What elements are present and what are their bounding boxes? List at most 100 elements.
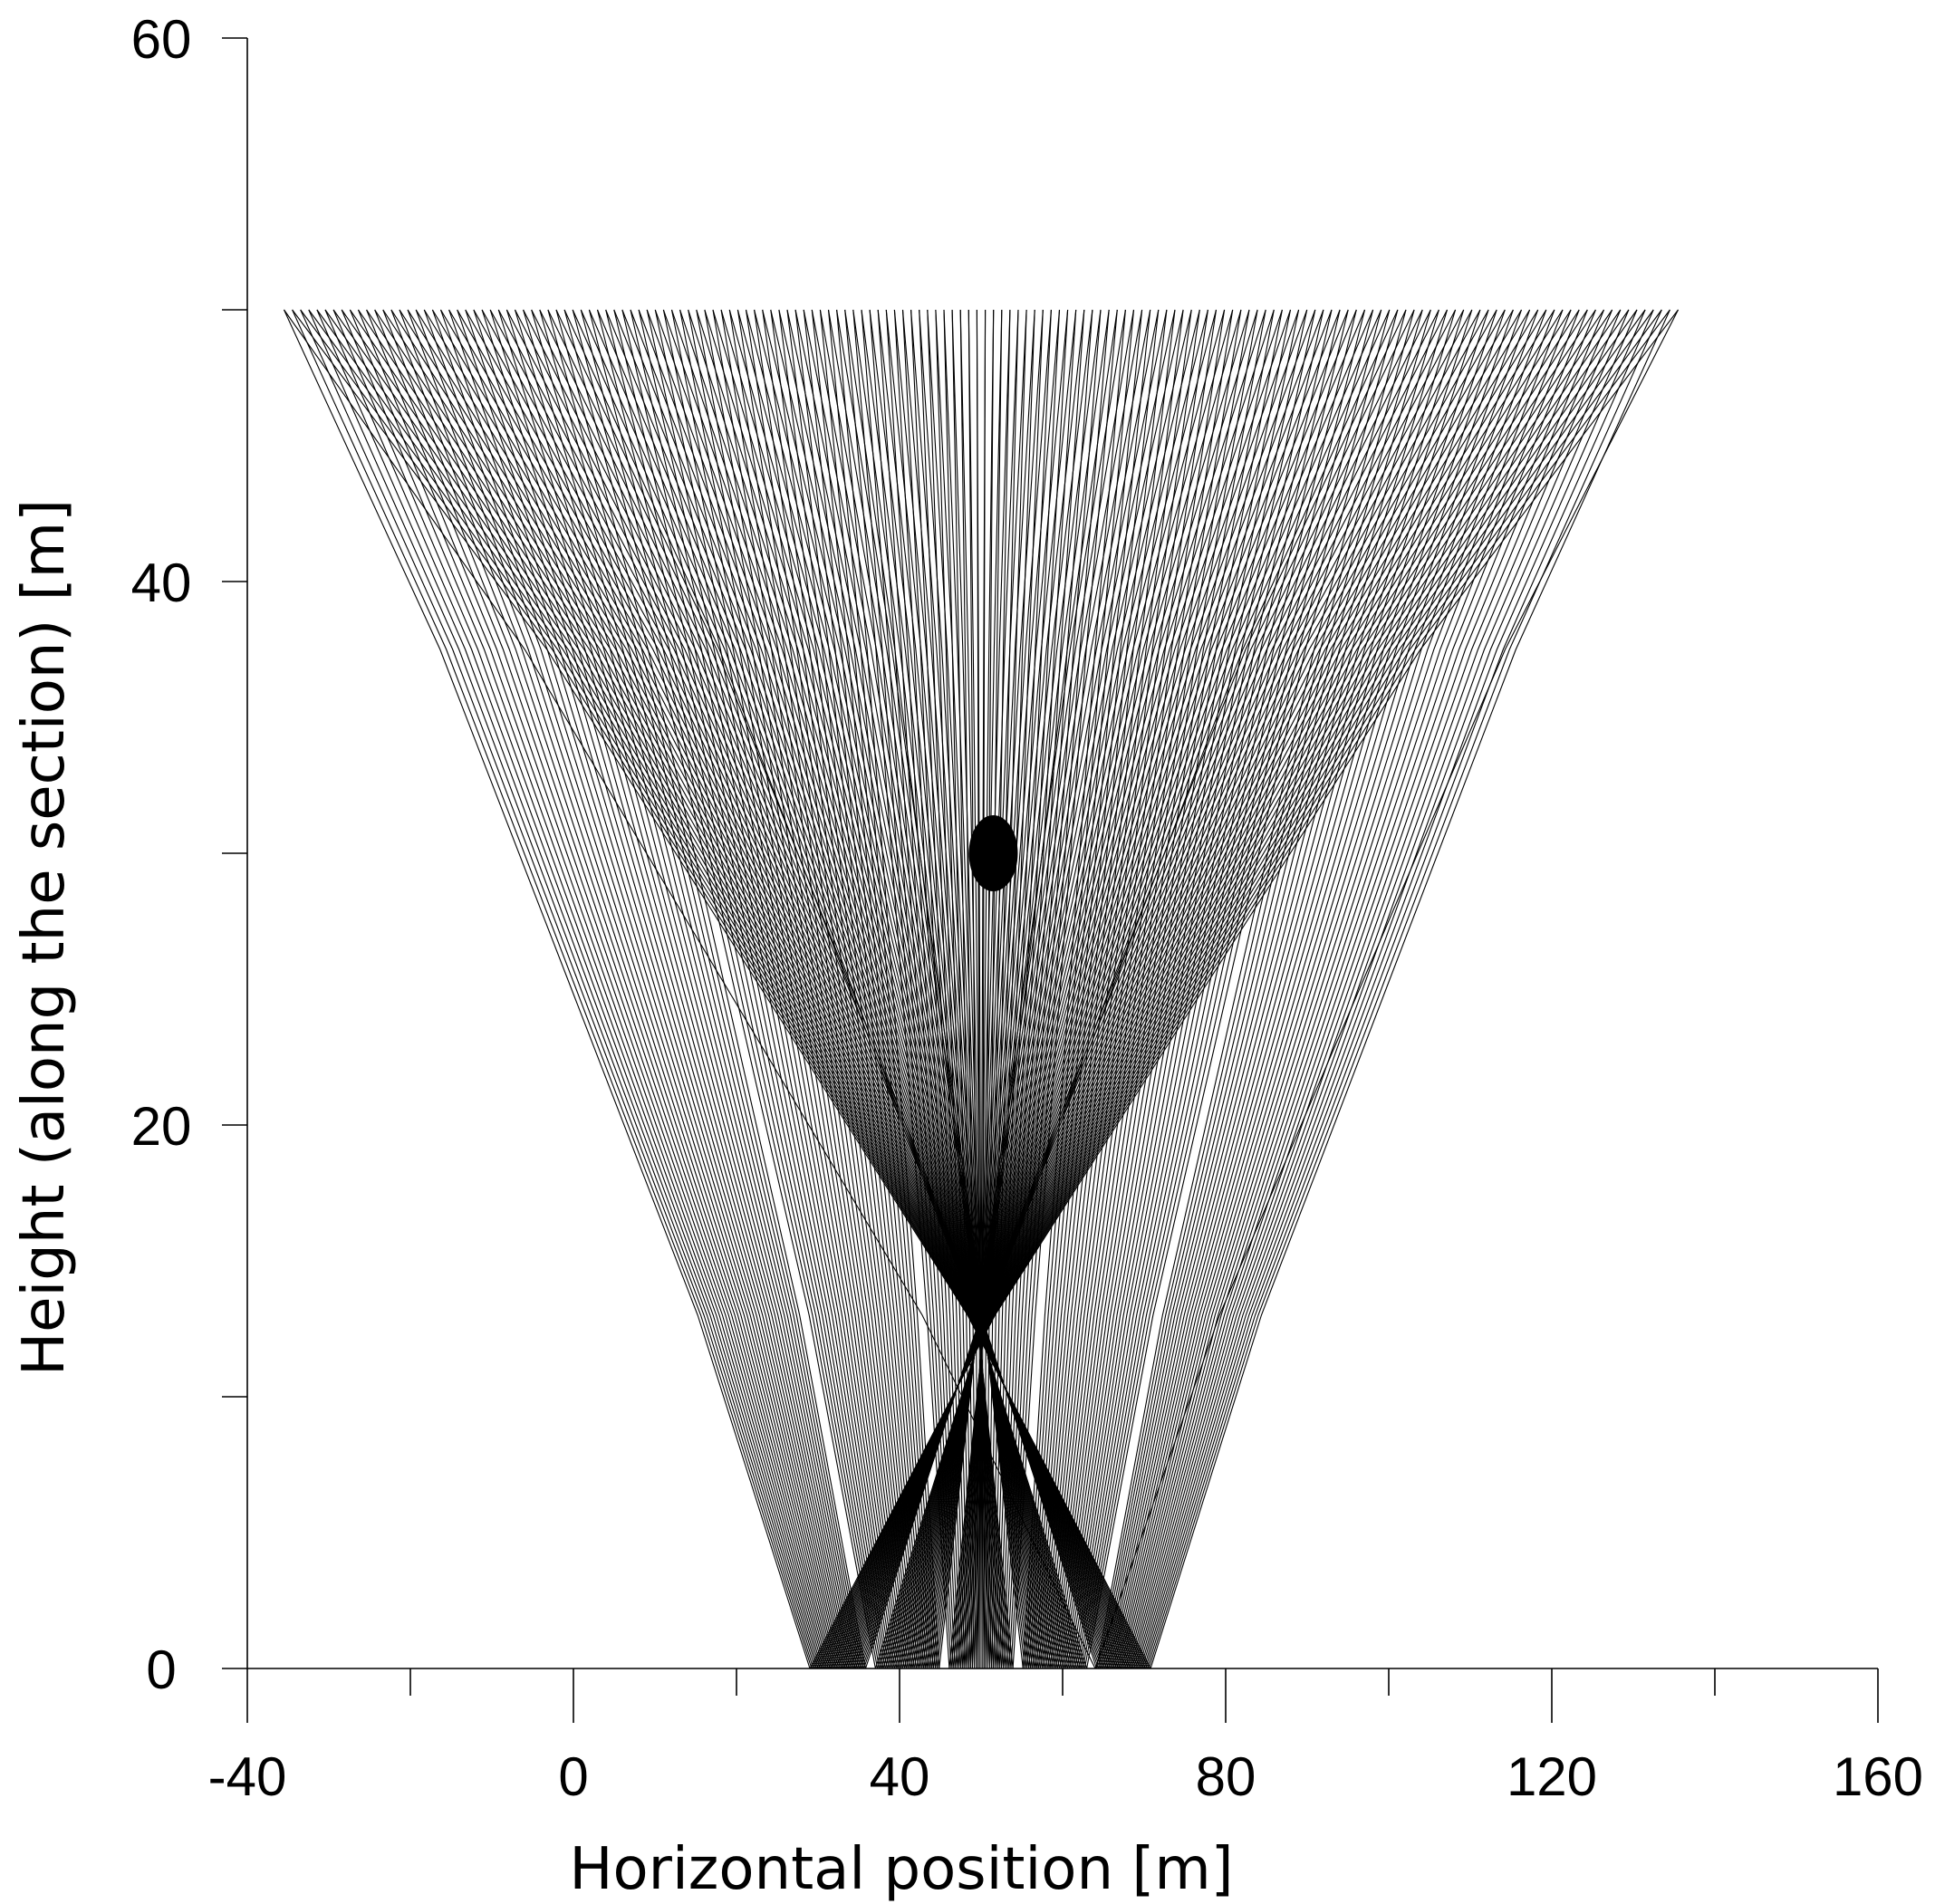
ray-path	[1049, 309, 1242, 1669]
x-tick-label: 80	[1196, 1746, 1256, 1807]
ray-path	[968, 309, 1035, 1669]
ray-path	[465, 309, 848, 1669]
ray-path	[1073, 309, 1341, 1669]
ray-path	[892, 309, 1324, 1669]
ray-path	[846, 309, 1497, 1669]
ray-path	[844, 309, 950, 1669]
ray-path	[688, 309, 905, 1669]
ray-path	[893, 309, 1002, 1669]
ray-path	[489, 309, 1111, 1669]
ray-path	[308, 309, 1148, 1669]
ray-path	[1095, 309, 1407, 1669]
ray-path	[813, 309, 1662, 1669]
ray-path	[481, 309, 852, 1669]
ray-path	[1141, 309, 1630, 1669]
ray-path	[911, 309, 1242, 1669]
ray-path	[688, 309, 1059, 1669]
ray-path	[1070, 309, 1333, 1669]
ray-path	[1083, 309, 1391, 1669]
ray-path	[1068, 309, 1324, 1669]
ray-path	[951, 309, 976, 1669]
ray-path	[563, 309, 1088, 1669]
ray-path	[390, 309, 833, 1669]
ray-path	[415, 309, 838, 1669]
ray-path	[1107, 309, 1465, 1669]
ray-path	[1131, 309, 1580, 1669]
ray-path	[481, 309, 1112, 1669]
ray-path	[704, 309, 1054, 1669]
ray-path	[539, 309, 1101, 1669]
ray-path	[844, 309, 1014, 1669]
ray-path	[341, 309, 1141, 1669]
ray-path	[884, 309, 1357, 1669]
ray-path	[300, 309, 1150, 1669]
ray-path	[745, 309, 1045, 1669]
ray-path	[1136, 309, 1605, 1669]
ray-path	[770, 309, 1039, 1669]
ray-path	[925, 309, 1184, 1669]
ray-path	[917, 309, 1218, 1669]
ray-path	[1124, 309, 1547, 1669]
ray-path	[1094, 309, 1679, 1669]
ray-path	[824, 309, 1604, 1669]
ray-path	[366, 309, 1136, 1669]
marker-ellipse	[968, 815, 1018, 891]
ray-path	[473, 309, 1114, 1669]
ray-path	[819, 309, 1028, 1669]
ray-path	[1128, 309, 1564, 1669]
ray-path	[662, 309, 1064, 1669]
ray-path	[976, 309, 983, 1669]
ray-path	[580, 309, 1083, 1669]
ray-path	[390, 309, 1131, 1669]
y-axis-title: Height (along the section) [m]	[11, 499, 78, 1376]
ray-path	[770, 309, 925, 1669]
ray-path	[382, 309, 831, 1669]
ray-path	[745, 309, 919, 1669]
ray-path	[1076, 309, 1357, 1669]
ray-path	[316, 309, 818, 1669]
ray-path	[1132, 309, 1588, 1669]
ray-path	[415, 309, 1126, 1669]
y-tick-label: 20	[131, 1096, 192, 1157]
ray-path	[893, 309, 962, 1669]
ray-path	[399, 309, 1130, 1669]
ray-path	[1130, 309, 1572, 1669]
ray-path	[814, 309, 1654, 1669]
ray-path	[696, 309, 1057, 1669]
ray-path	[720, 309, 1051, 1669]
ray-path	[1114, 309, 1497, 1669]
ray-path	[324, 309, 819, 1669]
ray-path	[374, 309, 830, 1669]
ray-path	[935, 309, 993, 1669]
ray-path	[547, 309, 865, 1669]
ray-path	[473, 309, 850, 1669]
ray-path	[431, 309, 1122, 1669]
ray-path	[879, 309, 1382, 1669]
ray-path	[964, 309, 1052, 1669]
ray-path	[497, 309, 1110, 1669]
ray-path	[712, 309, 1053, 1669]
ray-path	[861, 309, 1010, 1669]
ray-path	[862, 309, 1423, 1669]
ray-paths	[284, 309, 1679, 1669]
ray-path	[332, 309, 821, 1669]
ray-path	[523, 309, 1104, 1669]
ray-path	[1150, 309, 1670, 1669]
x-tick-label: 160	[1833, 1746, 1923, 1807]
ray-path	[423, 309, 1124, 1669]
ray-path	[349, 309, 824, 1669]
ray-path	[1074, 309, 1349, 1669]
ray-path	[1099, 309, 1423, 1669]
ray-path	[898, 309, 1300, 1669]
ray-path	[838, 309, 1539, 1669]
ray-path	[341, 309, 823, 1669]
ray-path	[1024, 309, 1135, 1669]
ray-path	[1102, 309, 1439, 1669]
ray-path	[638, 309, 894, 1669]
x-tick-label: -40	[208, 1746, 287, 1807]
ray-path	[284, 309, 811, 1669]
ray-path	[1146, 309, 1654, 1669]
ray-path	[1111, 309, 1481, 1669]
ray-path	[515, 309, 1106, 1669]
ray-path	[840, 309, 1531, 1669]
